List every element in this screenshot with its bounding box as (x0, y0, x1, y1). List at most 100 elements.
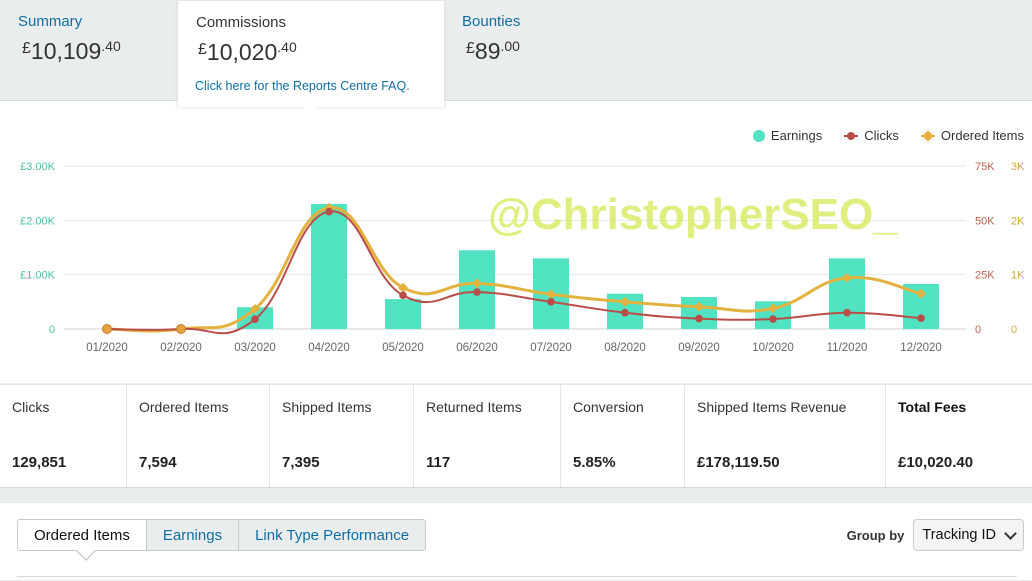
clicks-axis-tick: 0 (975, 324, 981, 336)
bounties-whole: 89 (474, 38, 501, 64)
commissions-whole: 10,020 (206, 39, 278, 65)
x-axis-tick: 11/2020 (827, 342, 868, 354)
summary-amount: £10,109.40 (22, 38, 121, 65)
earnings-bar (681, 296, 717, 329)
x-axis-tick: 05/2020 (382, 342, 424, 354)
ordered-items-point (842, 272, 852, 283)
tab-commissions-title: Commissions (196, 14, 287, 31)
ordered-items-point (768, 303, 778, 314)
stat-label: Returned Items (426, 399, 522, 415)
subtab-earnings[interactable]: Earnings (146, 519, 240, 551)
earnings-axis-tick: £1.00K (20, 270, 56, 282)
stat-label: Shipped Items Revenue (697, 399, 847, 415)
x-axis-tick: 03/2020 (234, 342, 276, 354)
group-by-label: Group by (846, 527, 905, 543)
legend-ordered-items-marker (920, 129, 935, 142)
stat-clicks: Clicks 129,851 (0, 385, 127, 487)
x-axis-tick: 06/2020 (456, 342, 498, 354)
ordered-items-axis-tick: 1K (1011, 270, 1025, 282)
stat-shipped-items-revenue: Shipped Items Revenue £178,119.50 (685, 385, 886, 487)
ordered-items-axis-tick: 0 (1011, 324, 1017, 336)
stat-ordered-items: Ordered Items 7,594 (127, 385, 270, 487)
stat-label: Clicks (12, 399, 50, 415)
reports-faq-link[interactable]: Click here for the Reports Centre FAQ. (195, 79, 410, 93)
tab-summary-title[interactable]: Summary (18, 13, 83, 30)
ordered-items-axis-tick: 3K (1011, 161, 1025, 173)
stat-value: 129,851 (12, 454, 67, 471)
chevron-down-icon (1004, 526, 1017, 540)
stat-label: Shipped Items (282, 399, 372, 415)
x-axis-tick: 12/2020 (900, 342, 942, 354)
summary-decimal: .40 (101, 38, 121, 54)
subtab-ordered-items[interactable]: Ordered Items (17, 519, 147, 551)
bounties-amount: £89.00 (466, 38, 520, 65)
earnings-axis-tick: 0 (49, 324, 55, 336)
stat-value: 5.85% (573, 454, 616, 471)
watermark-text: @ChristopherSEO_ (488, 190, 898, 239)
group-by-value: Tracking ID (922, 527, 996, 543)
clicks-point (695, 314, 703, 323)
legend-earnings-marker (752, 129, 765, 142)
x-axis-tick: 02/2020 (160, 342, 202, 354)
clicks-axis-tick: 25K (975, 270, 995, 282)
earnings-bar (311, 204, 347, 329)
stat-value: £178,119.50 (697, 454, 780, 471)
commissions-amount: £10,020.40 (198, 39, 297, 66)
tab-bounties[interactable]: Bounties £89.00 (444, 0, 644, 100)
summary-currency: £ (22, 40, 31, 57)
legend-ordered-items[interactable]: Ordered Items (920, 128, 1024, 143)
tab-commissions[interactable]: Commissions £10,020.40 Click here for th… (177, 0, 445, 107)
legend-clicks-label: Clicks (864, 128, 899, 143)
stat-returned-items: Returned Items 117 (414, 385, 561, 487)
x-axis-tick: 04/2020 (308, 342, 350, 354)
ordered-items-point (916, 288, 926, 299)
stat-label: Total Fees (898, 399, 967, 415)
earnings-bar (829, 258, 865, 329)
bounties-decimal: .00 (500, 38, 520, 54)
legend-clicks-marker (844, 131, 859, 140)
clicks-point (843, 308, 851, 317)
breakdown-panel: Ordered Items Earnings Link Type Performan… (0, 503, 1032, 580)
report-tabs: Summary £10,109.40 Commissions £10,020.4… (0, 0, 1032, 107)
tab-summary[interactable]: Summary £10,109.40 (0, 0, 175, 100)
clicks-axis-tick: 50K (975, 215, 995, 227)
chart-legend: Earnings Clicks Ordered Items (752, 128, 1024, 143)
table-header-edge (17, 576, 1017, 581)
bounties-currency: £ (466, 40, 475, 57)
earnings-axis-tick: £3.00K (20, 161, 56, 173)
clicks-point (769, 315, 777, 323)
zero-point (176, 324, 186, 334)
legend-clicks[interactable]: Clicks (844, 128, 899, 143)
ordered-items-point (472, 278, 482, 289)
clicks-point (621, 308, 629, 317)
summary-whole: 10,109 (30, 38, 102, 64)
stat-value: 117 (426, 454, 451, 471)
stat-label: Conversion (573, 399, 644, 415)
clicks-point (399, 291, 407, 300)
stat-conversion: Conversion 5.85% (561, 385, 685, 487)
x-axis-tick: 08/2020 (604, 342, 646, 354)
ordered-items-axis-tick: 2K (1011, 215, 1025, 227)
stat-label: Ordered Items (139, 399, 229, 415)
earnings-bar (385, 299, 421, 329)
ordered-items-point (694, 301, 704, 312)
ordered-items-point (546, 289, 556, 300)
group-by-select[interactable]: Tracking ID (913, 519, 1024, 551)
stat-value: 7,594 (139, 454, 177, 471)
stat-value: 7,395 (282, 454, 320, 471)
subtab-link-type-performance[interactable]: Link Type Performance (239, 519, 427, 551)
tab-bounties-title[interactable]: Bounties (462, 13, 521, 30)
x-axis-tick: 10/2020 (752, 342, 794, 354)
x-axis-tick: 07/2020 (530, 342, 572, 354)
clicks-point (547, 298, 555, 306)
legend-earnings[interactable]: Earnings (752, 128, 822, 143)
earnings-chart-panel: 0 £1.00K £2.00K £3.00K 0 25K 50K 75K 0 1K 2K 3K 01/2… (0, 101, 1032, 383)
commissions-decimal: .40 (277, 39, 297, 55)
stat-value: £10,020.40 (898, 454, 974, 471)
clicks-axis-tick: 75K (975, 161, 995, 173)
subtab-pointer (77, 550, 95, 559)
ordered-items-point (620, 296, 630, 307)
stats-bar: Clicks 129,851 Ordered Items 7,594 Shipped I… (0, 384, 1032, 488)
breakdown-tabs: Ordered Items Earnings Link Type Performan… (17, 519, 427, 551)
clicks-point (251, 315, 259, 324)
